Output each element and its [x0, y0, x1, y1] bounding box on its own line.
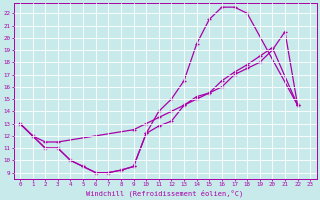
X-axis label: Windchill (Refroidissement éolien,°C): Windchill (Refroidissement éolien,°C): [86, 189, 244, 197]
